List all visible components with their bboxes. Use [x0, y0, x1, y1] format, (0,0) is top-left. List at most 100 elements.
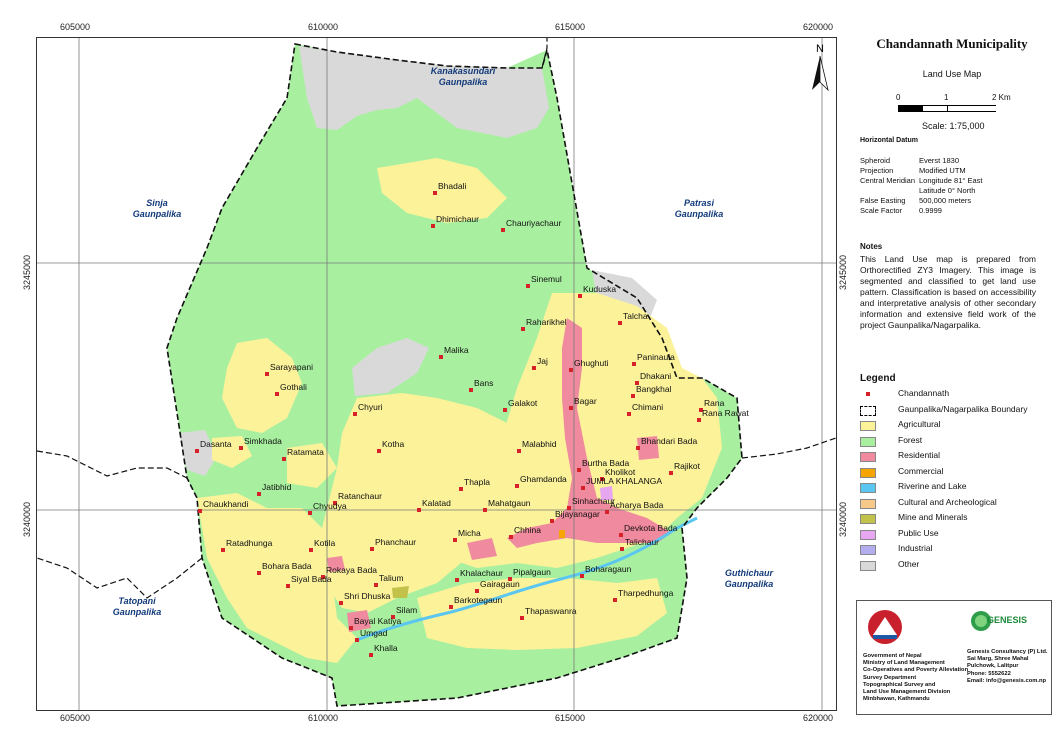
datum-row: Spheroid Everst 1830 [860, 156, 960, 165]
legend-label: Forest [898, 434, 923, 445]
settlement-marker: Bohara Bada [257, 561, 312, 575]
settlement-label: Dhakani [640, 371, 671, 381]
settlement-dot [580, 574, 584, 578]
settlement-dot [515, 484, 519, 488]
neighbor-label: Tatopani Gaunpalika [113, 596, 162, 617]
settlement-label: Bangkhal [636, 384, 672, 394]
settlement-label: Rana Rawat [702, 408, 749, 418]
settlement-dot [339, 601, 343, 605]
settlement-marker: Gairagaun [475, 579, 520, 593]
agri-north [377, 158, 507, 223]
land-use-map[interactable]: N Kanakasundari Gaunpalika Sinja Gaunpalika… [37, 38, 836, 710]
settlement-dot [578, 294, 582, 298]
settlement-label: Rokaya Bada [326, 565, 377, 575]
commercial-patch [559, 530, 565, 538]
settlement-label: Chimani [632, 402, 663, 412]
settlement-label: Ghamdanda [520, 474, 567, 484]
settlement-label: Tharpedhunga [618, 588, 674, 598]
govt-credits: Government of Nepal Ministry of Land Mana… [863, 653, 969, 703]
legend-swatch [860, 405, 876, 416]
settlement-label: Kholikot [605, 467, 636, 477]
agri-patch-2 [212, 436, 252, 468]
settlement-dot [439, 355, 443, 359]
settlement-label: Dhimichaur [436, 214, 479, 224]
settlement-label: Rajikot [674, 461, 701, 471]
legend-swatch [860, 560, 876, 571]
settlement-label: Talium [379, 573, 404, 583]
settlement-label: Chhina [514, 525, 541, 535]
settlement-label: Bohara Bada [262, 561, 312, 571]
neighbor-label: Patrasi Gaunpalika [675, 198, 724, 219]
settlement-marker: Khalachaur [455, 568, 503, 582]
easting-label-615000-bottom: 615000 [555, 713, 586, 723]
settlement-marker: Ratadhunga [221, 538, 273, 552]
easting-label-620000: 620000 [803, 22, 834, 32]
settlement-dot [198, 509, 202, 513]
settlement-label: Dasanta [200, 439, 232, 449]
settlement-dot [526, 284, 530, 288]
settlement-label: Pipalgaun [513, 567, 551, 577]
settlement-label: Ratanchaur [338, 491, 382, 501]
settlement-dot [309, 548, 313, 552]
settlement-label: Bans [474, 378, 493, 388]
settlement-marker: Khalla [369, 643, 398, 657]
settlement-marker: Talcha [618, 311, 648, 325]
settlement-label: Jatibhid [262, 482, 292, 492]
settlement-marker: Boharagaun [580, 564, 632, 578]
neighbor-label: Kanakasundari Gaunpalika [431, 66, 496, 87]
settlement-dot [503, 408, 507, 412]
public-use-patch [600, 486, 613, 500]
settlement-label: Kotha [382, 439, 404, 449]
settlement-label: Barkotegaun [454, 595, 502, 605]
easting-label-610000: 610000 [308, 22, 339, 32]
settlement-marker: Malika [439, 345, 469, 359]
settlement-dot [257, 492, 261, 496]
settlement-marker: Silam [391, 605, 417, 619]
settlement-dot [569, 368, 573, 372]
settlement-label: Thapaswanra [525, 606, 577, 616]
settlement-label: Thapla [464, 477, 490, 487]
settlement-marker: Barkotegaun [449, 595, 502, 609]
settlement-dot [455, 578, 459, 582]
settlement-label: Siyal Bada [291, 574, 332, 584]
settlement-dot [308, 511, 312, 515]
settlement-dot [697, 418, 701, 422]
settlement-dot [517, 449, 521, 453]
scale-bar [898, 105, 996, 112]
settlement-dot [581, 486, 585, 490]
settlement-label: Chauriyachaur [506, 218, 561, 228]
settlement-dot [532, 366, 536, 370]
settlement-label: Raharikhel [526, 317, 567, 327]
settlement-marker: Sarayapani [265, 362, 313, 376]
residential-patch-4 [327, 556, 345, 572]
mine-patch [392, 586, 409, 598]
residential-main [507, 318, 672, 548]
settlement-label: Chyudya [313, 501, 347, 511]
neighbor-label: Sinja Gaunpalika [133, 198, 182, 219]
settlement-marker: Ghamdanda [515, 474, 567, 488]
neighbor-label: Guthichaur Gaunpalika [725, 568, 774, 589]
datum-table: Spheroid Everst 1830 Projection Modified U… [860, 156, 982, 216]
legend-swatch [860, 421, 876, 431]
settlement-dot [374, 583, 378, 587]
settlement-marker: Chyuri [353, 402, 383, 416]
settlement-label: Paninaula [637, 352, 675, 362]
settlement-dot [221, 548, 225, 552]
easting-label-605000-bottom: 605000 [60, 713, 91, 723]
settlement-marker: Paninaula [632, 352, 675, 366]
settlement-dot [475, 589, 479, 593]
other-center [352, 338, 429, 396]
settlement-marker: Bans [469, 378, 493, 392]
settlement-dot [605, 510, 609, 514]
neighbor-boundary-west [37, 450, 188, 479]
settlement-dot [669, 471, 673, 475]
scale-tick-1: 1 [944, 93, 949, 102]
settlement-label: Malabhid [522, 439, 557, 449]
settlement-label: Khalla [374, 643, 398, 653]
map-frame[interactable]: N Kanakasundari Gaunpalika Sinja Gaunpalika… [36, 37, 837, 711]
settlement-label: Kotila [314, 538, 336, 548]
settlement-layer: Bhadali Dhimichaur Chauriyachaur Sinemul Kud… [195, 181, 749, 657]
legend-swatch [860, 436, 876, 447]
settlement-label: Micha [458, 528, 481, 538]
legend-label: Chandannath [898, 388, 950, 398]
